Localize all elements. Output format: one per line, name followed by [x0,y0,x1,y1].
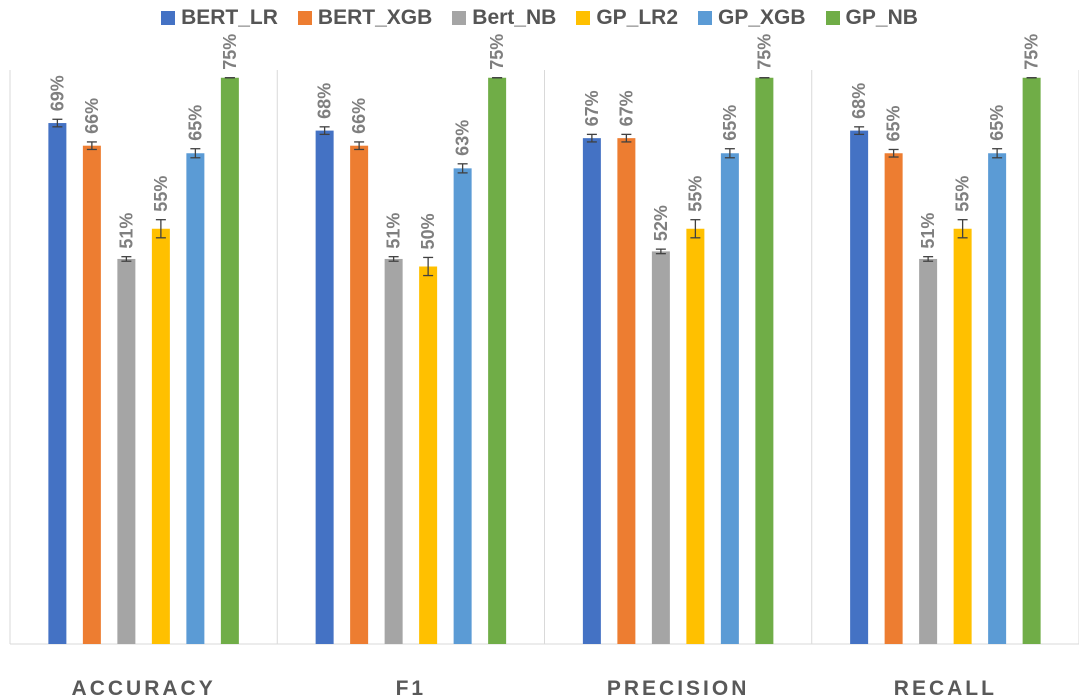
data-label: 68% [315,83,335,119]
x-tick-label: RECALL [894,677,997,700]
legend-item: BERT_LR [161,6,278,30]
bar [82,145,101,644]
bar [350,145,369,644]
bar [1022,77,1041,644]
legend-swatch [297,11,312,25]
legend-label: GP_NB [845,6,918,29]
data-label: 55% [151,176,171,212]
data-label: 67% [616,90,636,126]
bar [488,77,507,644]
data-label: 69% [47,75,67,111]
data-label: 75% [1022,34,1042,70]
legend-label: GP_LR2 [596,6,679,29]
bar [686,228,705,644]
data-label: 65% [185,105,205,141]
x-tick-label: ACCURACY [72,677,216,700]
bar [988,153,1007,644]
bar [720,153,739,644]
legend-swatch [452,11,467,25]
data-label: 75% [754,34,774,70]
data-label: 63% [453,120,473,156]
bar [151,228,170,644]
bar [48,123,67,645]
bar [755,77,774,644]
data-label: 67% [582,90,602,126]
legend-swatch [825,11,840,25]
data-label: 66% [349,98,369,134]
legend-swatch [576,11,591,25]
data-label: 65% [884,105,904,141]
bar [651,251,670,644]
data-label: 51% [384,213,404,249]
legend-item: GP_LR2 [576,6,678,30]
legend-label: BERT_LR [181,6,278,29]
bar [582,138,601,644]
legend-label: BERT_XGB [317,6,433,29]
bar [884,153,903,644]
legend-item: GP_XGB [698,6,806,30]
data-label: 52% [651,205,671,241]
legend-label: GP_XGB [718,6,806,29]
data-label: 55% [953,176,973,212]
legend-item: GP_NB [825,6,918,30]
x-tick-label: F1 [396,677,427,700]
legend-item: Bert_NB [452,6,556,30]
bar [617,138,636,644]
legend-swatch [698,11,713,25]
data-label: 50% [418,213,438,249]
legend-label: Bert_NB [472,6,557,29]
bar [220,77,239,644]
x-tick-label: PRECISION [607,677,750,700]
data-label: 51% [918,213,938,249]
bar [419,266,438,644]
bar [117,258,136,644]
bar [186,153,205,644]
legend-swatch [161,11,176,25]
data-label: 65% [987,105,1007,141]
bar [453,168,472,644]
legend: BERT_LR BERT_XGB Bert_NB GP_LR2 GP_XGB GP_NB [0,6,1079,30]
data-label: 75% [220,34,240,70]
legend-item: BERT_XGB [297,6,433,30]
bar [315,130,334,645]
bar [384,258,403,644]
data-label: 65% [720,105,740,141]
data-label: 51% [116,213,136,249]
data-label: 68% [849,83,869,119]
data-label: 55% [685,176,705,212]
bar [850,130,869,645]
bar [919,258,938,644]
bar [953,228,972,644]
data-label: 75% [487,34,507,70]
data-label: 66% [82,98,102,134]
